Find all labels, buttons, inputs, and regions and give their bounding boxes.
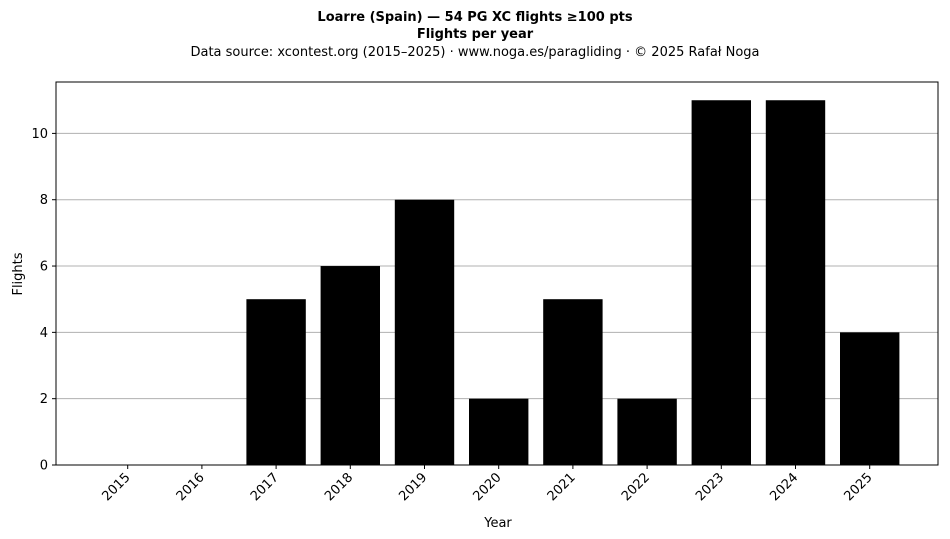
y-tick-label: 8 [40, 193, 48, 208]
x-axis: 2015 2016 2017 2018 2019 2020 2021 2022 2023 2024… [100, 465, 876, 504]
x-axis-label: Year [483, 516, 512, 531]
x-tick-label: 2025 [842, 470, 876, 504]
x-tick-label: 2018 [322, 470, 356, 504]
bar-2018 [320, 266, 380, 465]
x-tick-label: 2016 [174, 470, 208, 504]
plot-frame [55, 81, 939, 466]
x-tick-label: 2023 [693, 470, 727, 504]
y-tick-label: 6 [40, 260, 48, 275]
y-axis: 0 2 4 6 8 10 [31, 127, 56, 474]
bar-2024 [765, 100, 826, 465]
y-tick-label: 10 [31, 127, 48, 142]
bar-2021 [543, 299, 603, 465]
y-tick-label: 2 [40, 392, 48, 407]
x-tick-label: 2017 [248, 470, 282, 504]
chart-title: Loarre (Spain) — 54 PG XC flights ≥100 p… [317, 10, 632, 25]
bar-2017 [246, 299, 306, 465]
x-tick-label: 2022 [619, 470, 653, 504]
x-tick-label: 2024 [767, 470, 801, 504]
y-axis-label: Flights [11, 252, 26, 295]
chart-subtitle: Flights per year [417, 27, 534, 42]
chart-source: Data source: xcontest.org (2015–2025) · … [190, 45, 759, 60]
bar-2019 [394, 199, 455, 465]
bar-2022 [617, 398, 677, 465]
y-tick-label: 4 [40, 326, 48, 341]
x-tick-label: 2020 [471, 470, 505, 504]
bar-2025 [840, 332, 900, 465]
x-tick-label: 2021 [545, 470, 579, 504]
bar-2020 [469, 398, 529, 465]
y-tick-label: 0 [40, 459, 48, 474]
bars [246, 100, 900, 465]
bar-2023 [691, 100, 751, 465]
x-tick-label: 2015 [100, 470, 134, 504]
x-tick-label: 2019 [396, 470, 430, 504]
